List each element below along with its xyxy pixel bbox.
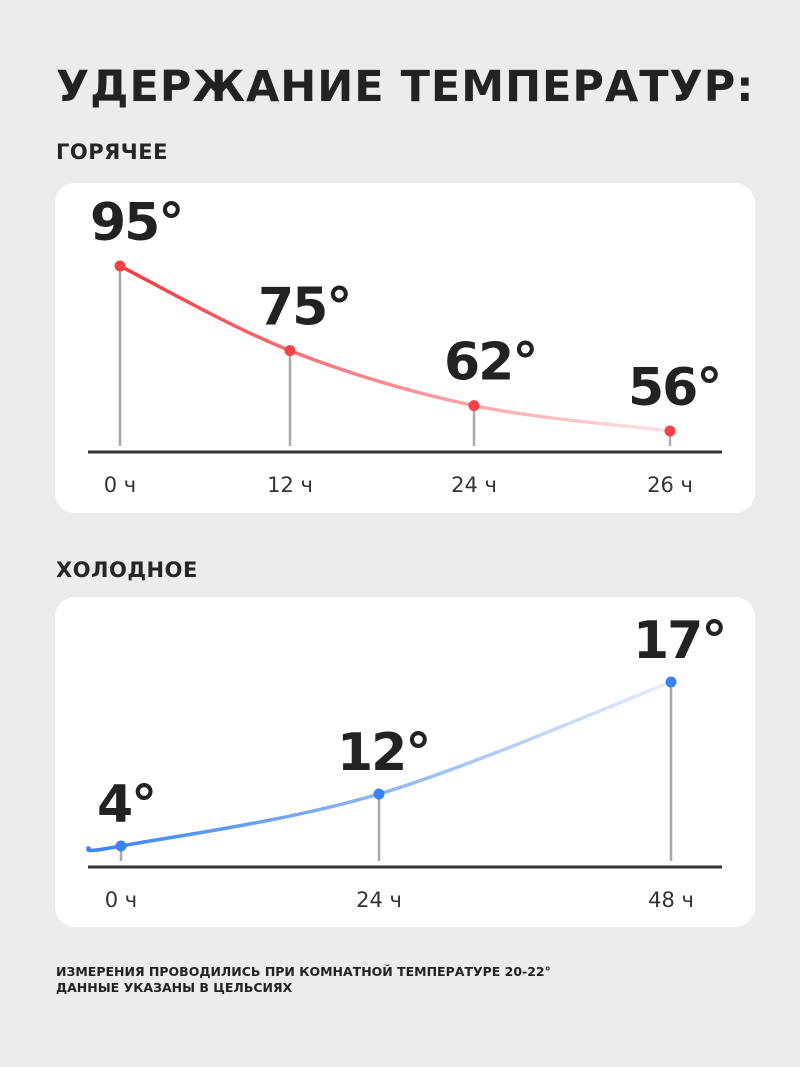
cold-chart-title: ХОЛОДНОЕ xyxy=(56,558,198,582)
page-title: УДЕРЖАНИЕ ТЕМПЕРАТУР: xyxy=(56,62,755,112)
data-label: 4° xyxy=(97,775,155,835)
x-tick-label: 48 ч xyxy=(648,888,694,912)
cold-chart-card xyxy=(55,597,755,927)
data-point xyxy=(468,400,480,412)
x-tick-label: 26 ч xyxy=(647,473,693,497)
data-point xyxy=(284,345,296,357)
series-line xyxy=(118,264,672,433)
footnote: ИЗМЕРЕНИЯ ПРОВОДИЛИСЬ ПРИ КОМНАТНОЙ ТЕМП… xyxy=(56,964,551,996)
data-label: 56° xyxy=(628,358,720,418)
data-point xyxy=(373,788,385,800)
hot-chart-card xyxy=(55,183,755,513)
footnote-line-2: ДАННЫЕ УКАЗАНЫ В ЦЕЛЬСИЯХ xyxy=(56,980,293,995)
data-point xyxy=(114,260,126,272)
footnote-line-1: ИЗМЕРЕНИЯ ПРОВОДИЛИСЬ ПРИ КОМНАТНОЙ ТЕМП… xyxy=(56,964,551,979)
x-tick-label: 24 ч xyxy=(356,888,402,912)
data-label: 62° xyxy=(444,333,536,393)
data-point xyxy=(115,840,127,852)
data-label: 17° xyxy=(633,611,725,671)
series-line xyxy=(86,680,673,853)
data-point xyxy=(664,425,676,437)
data-point xyxy=(665,676,677,688)
x-tick-label: 0 ч xyxy=(105,888,137,912)
x-tick-label: 24 ч xyxy=(451,473,497,497)
data-label: 95° xyxy=(90,193,182,253)
data-label: 75° xyxy=(258,278,350,338)
hot-chart-title: ГОРЯЧЕЕ xyxy=(56,140,168,164)
x-tick-label: 12 ч xyxy=(267,473,313,497)
data-label: 12° xyxy=(337,723,429,783)
x-tick-label: 0 ч xyxy=(104,473,136,497)
